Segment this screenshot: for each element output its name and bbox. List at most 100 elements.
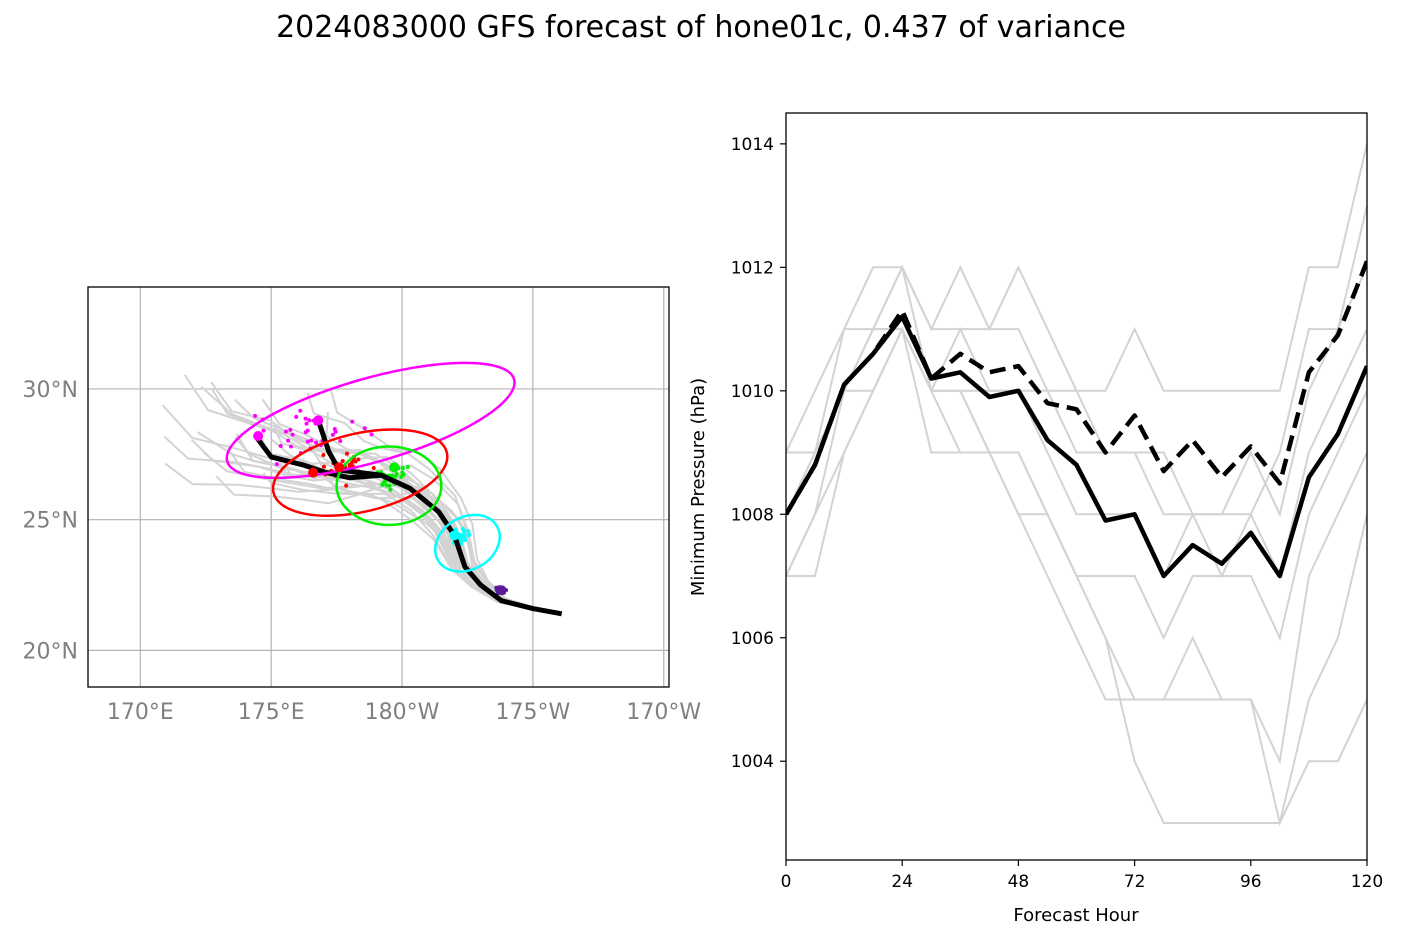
forecast-position-point xyxy=(340,458,345,463)
forecast-position-point xyxy=(405,464,410,469)
forecast-position-point xyxy=(283,429,288,434)
forecast-position-point xyxy=(344,483,349,488)
forecast-position-point xyxy=(309,438,314,443)
cluster-mean-marker xyxy=(496,585,507,596)
forecast-position-point xyxy=(286,438,291,443)
y-tick-label: 1014 xyxy=(731,135,774,155)
forecast-position-point xyxy=(314,440,319,445)
forecast-position-point xyxy=(466,529,471,534)
ensemble-member-line xyxy=(786,143,1367,454)
lon-tick-label: 170°W xyxy=(626,700,701,725)
ensemble-track xyxy=(330,390,562,615)
mean-track xyxy=(253,434,563,617)
solid-mean-line xyxy=(786,314,1367,579)
forecast-position-point xyxy=(384,483,389,488)
cluster-mean-marker xyxy=(449,530,460,541)
forecast-position-point xyxy=(362,426,367,431)
x-tick-label: 24 xyxy=(891,872,913,892)
y-tick-label: 1006 xyxy=(731,629,774,649)
forecast-position-point xyxy=(383,479,388,484)
forecast-position-point xyxy=(303,416,308,421)
cluster-mean-marker xyxy=(253,431,264,442)
x-tick-label: 48 xyxy=(1008,872,1030,892)
cluster-mean-marker xyxy=(308,467,319,478)
forecast-position-point xyxy=(338,438,343,443)
y-tick-label: 1004 xyxy=(731,752,774,772)
x-tick-label: 96 xyxy=(1240,872,1262,892)
lon-tick-label: 170°E xyxy=(107,700,174,725)
uncertainty-ellipse xyxy=(335,445,443,527)
forecast-position-point xyxy=(321,452,326,457)
ensemble-member-line xyxy=(786,328,1367,580)
forecast-position-point xyxy=(400,470,405,475)
forecast-position-point xyxy=(350,419,355,424)
forecast-position-point xyxy=(304,421,309,426)
pressure-frame xyxy=(785,112,1368,861)
lat-tick-label: 30°N xyxy=(23,378,78,403)
forecast-position-point xyxy=(307,418,312,423)
forecast-position-point xyxy=(261,428,266,433)
map-plot-area xyxy=(161,361,563,617)
map-tick-labels: 170°E 175°E 180°W 175°W 170°W 20°N 25°N 30°N xyxy=(23,378,702,725)
uncertainty-ellipse xyxy=(433,513,501,573)
lat-tick-label: 20°N xyxy=(23,639,78,664)
forecast-position-point xyxy=(332,427,337,432)
forecast-position-point xyxy=(356,457,361,462)
uncertainty-ellipse xyxy=(225,361,516,480)
forecast-position-point xyxy=(289,444,294,449)
x-tick-label: 72 xyxy=(1124,872,1146,892)
forecast-position-point xyxy=(459,541,464,546)
forecast-position-point xyxy=(369,432,374,437)
forecast-position-point xyxy=(290,432,295,437)
lon-tick-label: 175°W xyxy=(496,700,571,725)
y-tick-label: 1010 xyxy=(731,382,774,402)
forecast-position-point xyxy=(353,459,358,464)
forecast-position-point xyxy=(387,483,392,488)
pressure-plot-area xyxy=(786,143,1367,827)
forecast-position-point xyxy=(462,538,467,543)
ensemble-member-line xyxy=(786,326,1367,827)
ensemble-member-line xyxy=(786,326,1367,765)
y-tick-label: 1012 xyxy=(731,258,774,278)
cluster-mean-marker xyxy=(389,462,400,473)
ensemble-member-line xyxy=(786,264,1367,824)
forecast-position-point xyxy=(305,439,310,444)
forecast-position-point xyxy=(388,487,393,492)
pressure-ticks: 0 24 48 72 96 120 1004 1006 1008 1010 1012 1014 xyxy=(731,135,1383,892)
ensemble-member-line xyxy=(786,264,1367,518)
map-frame xyxy=(87,286,670,688)
ensemble-track xyxy=(274,452,562,615)
ensemble-track xyxy=(325,411,562,615)
forecast-position-point xyxy=(288,427,293,432)
pressure-chart: 0 24 48 72 96 120 1004 1006 1008 1010 1012 1014 For… xyxy=(688,112,1383,926)
ensemble-track xyxy=(259,432,562,615)
forecast-position-point xyxy=(400,465,405,470)
forecast-position-point xyxy=(298,408,303,413)
forecast-position-point xyxy=(461,528,466,533)
forecast-position-point xyxy=(349,460,354,465)
x-tick-label: 120 xyxy=(1351,872,1383,892)
cluster-mean-marker xyxy=(334,462,345,473)
ensemble-track xyxy=(190,438,562,615)
track-map: 170°E 175°E 180°W 175°W 170°W 20°N 25°N 30°N xyxy=(23,286,702,725)
forecast-position-point xyxy=(278,444,283,449)
uncertainty-ellipse xyxy=(271,428,449,518)
forecast-position-point xyxy=(390,473,395,478)
x-axis-label: Forecast Hour xyxy=(1013,905,1139,926)
y-axis-label: Minimum Pressure (hPa) xyxy=(688,378,709,596)
forecast-position-point xyxy=(303,430,308,435)
x-tick-label: 0 xyxy=(781,872,792,892)
forecast-position-point xyxy=(294,414,299,419)
forecast-position-point xyxy=(371,465,376,470)
y-tick-label: 1008 xyxy=(731,505,774,525)
cluster-mean-marker xyxy=(313,415,324,426)
forecast-position-point xyxy=(274,462,279,467)
lat-tick-label: 25°N xyxy=(23,509,78,534)
forecast-position-point xyxy=(460,533,465,538)
forecast-position-point xyxy=(321,464,326,469)
figure-title: 2024083000 GFS forecast of hone01c, 0.43… xyxy=(276,10,1126,45)
forecast-position-point xyxy=(345,451,350,456)
forecast-position-point xyxy=(330,432,335,437)
forecast-position-point xyxy=(394,472,399,477)
